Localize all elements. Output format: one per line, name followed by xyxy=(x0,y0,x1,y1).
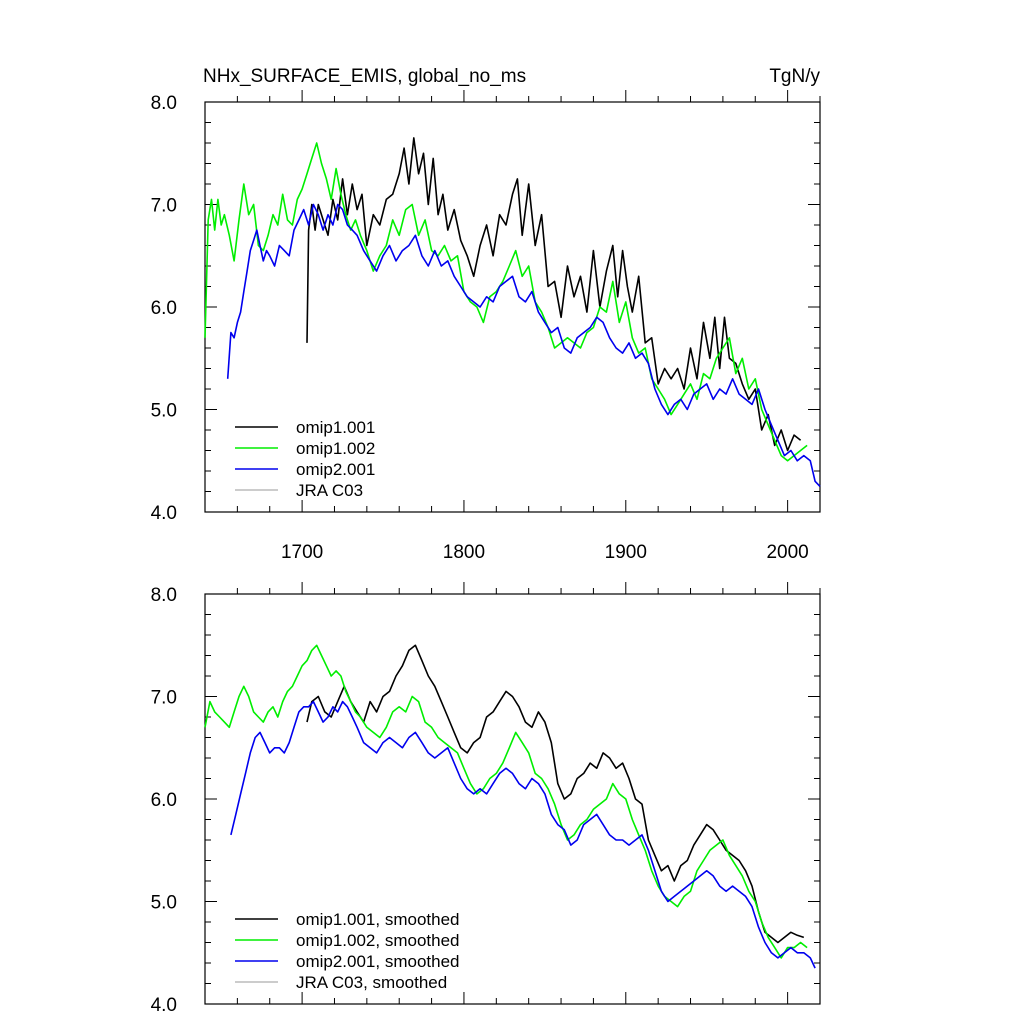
bottom-series-3-line xyxy=(230,700,816,969)
top-series-3-line xyxy=(226,203,821,487)
bottom-legend-label: omip1.002, smoothed xyxy=(296,931,460,950)
top-xtick-label: 1800 xyxy=(443,542,485,563)
bottom-legend-label: omip1.001, smoothed xyxy=(296,910,460,929)
top-panel: 4.0 5.0 6.0 7.0 8.0 1700 1800 1900 2000 omip1.00… xyxy=(151,90,821,563)
bottom-legend-label: omip2.001, smoothed xyxy=(296,952,460,971)
top-xtick-label: 1700 xyxy=(281,542,323,563)
top-xtick-label: 2000 xyxy=(766,542,808,563)
top-series-group xyxy=(204,137,821,487)
bottom-legend-label: JRA C03, smoothed xyxy=(296,973,447,992)
top-legend-label: JRA C03 xyxy=(296,481,363,500)
top-ytick-label: 4.0 xyxy=(151,503,177,524)
bottom-legend: omip1.001, smoothed omip1.002, smoothed om… xyxy=(235,910,460,992)
bottom-series-group xyxy=(204,644,816,969)
bottom-ytick-label: 5.0 xyxy=(151,893,177,914)
top-series-2-line xyxy=(204,142,808,462)
top-axis-ticks: 4.0 5.0 6.0 7.0 8.0 1700 1800 1900 2000 xyxy=(151,90,821,563)
top-ytick-label: 6.0 xyxy=(151,298,177,319)
bottom-series-1-line xyxy=(306,644,805,944)
top-ytick-label: 7.0 xyxy=(151,196,177,217)
top-ytick-label: 5.0 xyxy=(151,401,177,422)
bottom-ytick-label: 7.0 xyxy=(151,688,177,709)
chart-title: NHx_SURFACE_EMIS, global_no_ms xyxy=(203,66,526,87)
bottom-ytick-label: 8.0 xyxy=(151,585,177,606)
top-legend-label: omip1.001 xyxy=(296,418,375,437)
top-legend-label: omip2.001 xyxy=(296,460,375,479)
bottom-ytick-label: 4.0 xyxy=(151,995,177,1016)
bottom-panel: 4.05.06.07.08.0 omip1.001, smoothedomip1… xyxy=(151,582,821,1016)
top-ytick-label: 8.0 xyxy=(151,93,177,114)
bottom-series-2-line xyxy=(204,644,808,959)
top-xtick-label: 1900 xyxy=(605,542,647,563)
top-legend-label: omip1.002 xyxy=(296,439,375,458)
bottom-axis-ticks: 4.0 5.0 6.0 7.0 8.0 xyxy=(151,582,821,1016)
bottom-ytick-label: 6.0 xyxy=(151,790,177,811)
top-legend: omip1.001 omip1.002 omip2.001 JRA C03 xyxy=(235,418,375,500)
units-label: TgN/y xyxy=(769,66,820,87)
top-series-1-line xyxy=(306,137,802,452)
